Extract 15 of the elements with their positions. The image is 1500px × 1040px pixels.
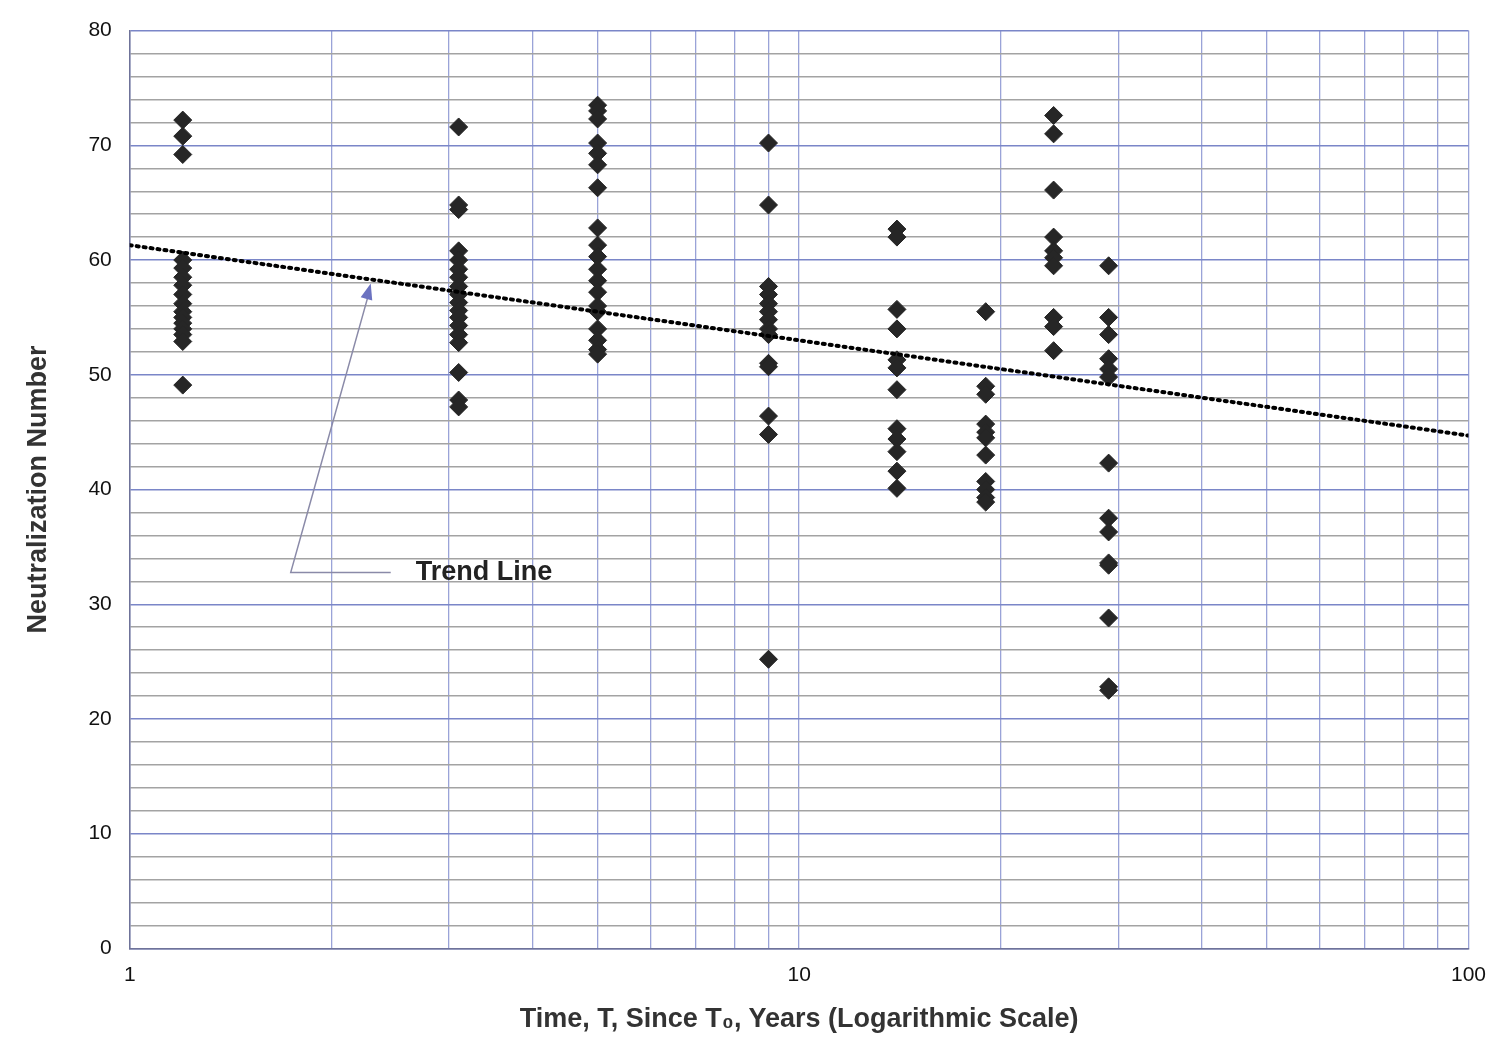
y-tick-label: 50 bbox=[88, 361, 112, 385]
x-axis-title: Time, T, Since T₀, Years (Logarithmic Scale) bbox=[519, 1003, 1079, 1034]
y-tick-label: 60 bbox=[88, 246, 112, 270]
y-tick-label: 40 bbox=[88, 476, 112, 500]
x-tick-label: 1 bbox=[123, 961, 136, 985]
y-tick-label: 20 bbox=[88, 705, 112, 729]
y-tick-label: 0 bbox=[100, 935, 112, 959]
y-tick-label: 70 bbox=[88, 132, 112, 156]
y-tick-label: 30 bbox=[88, 591, 112, 615]
y-tick-label: 80 bbox=[88, 17, 112, 41]
y-tick-label: 10 bbox=[88, 820, 112, 844]
y-axis-title: Neutralization Number bbox=[21, 345, 52, 634]
x-tick-label: 10 bbox=[787, 961, 811, 985]
x-tick-label: 100 bbox=[1450, 961, 1486, 985]
annotation: Trend Line bbox=[415, 555, 553, 586]
